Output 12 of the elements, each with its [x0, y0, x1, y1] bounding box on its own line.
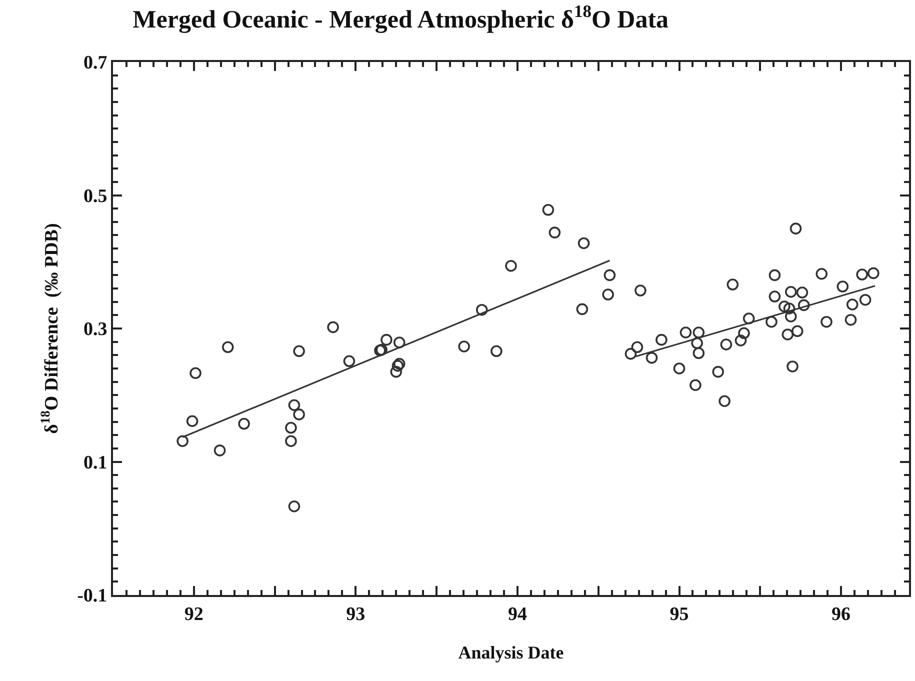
y-tick-label: 0.5	[83, 186, 108, 207]
y-tick-label: 0.1	[83, 452, 108, 474]
x-tick-label: 94	[508, 604, 528, 625]
chart-title: Merged Oceanic - Merged Atmospheric δ$^{18}$O Data	[132, 1, 670, 34]
x-tick-label: 93	[346, 604, 366, 625]
y-tick-label: 0.7	[83, 52, 108, 74]
x-tick-label: 92	[184, 604, 204, 625]
y-tick-label: -0.1	[77, 586, 108, 607]
x-tick-label: 96	[832, 604, 851, 625]
y-tick-label: 0.3	[83, 319, 108, 340]
x-axis-title: Analysis Date	[458, 642, 564, 662]
x-tick-label: 95	[670, 604, 689, 625]
